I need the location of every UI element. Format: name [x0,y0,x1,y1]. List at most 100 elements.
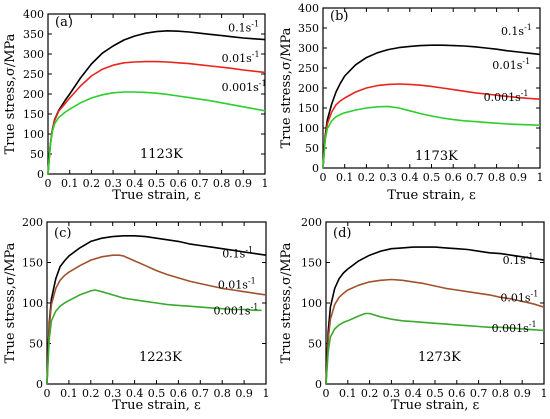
x-tick-label: 0.7 [466,171,484,184]
series-label: 0.01s-1 [500,289,538,304]
series-line-0-01s-1 [46,254,267,385]
series-label: 0.1s-1 [503,252,534,267]
x-tick-label: 0.6 [448,387,466,400]
x-axis-label: True strain, ε [387,188,476,203]
series-line-0-1s-1 [322,44,541,169]
series-label: 0.1s-1 [222,246,253,261]
series-line-0-01s-1 [47,60,266,175]
y-tick-label: 400 [298,2,319,15]
x-tick-label: 0.6 [170,387,188,400]
panel-a: 0 0.1 0.2 0.3 0.4 0.5 0.6 0.7 0.8 0.9 1 0 50 100 150 20… [3,8,269,203]
x-tick-label: 0.8 [492,387,510,400]
x-tick-label: 0.4 [126,387,144,400]
x-tick-label: 0.5 [423,171,441,184]
y-tick-label: 200 [23,88,44,101]
x-tick-label: 0.9 [510,171,528,184]
y-tick-label: 0 [315,378,322,391]
x-tick-label: 0.3 [104,177,122,190]
panel-b: 0 0.1 0.2 0.3 0.4 0.5 0.6 0.7 0.8 0.9 1 0 50 100 150 20… [279,2,544,203]
series-label: 0.1s-1 [228,20,259,35]
series-line-0-1s-1 [325,246,545,385]
x-tick-label: 1 [263,387,270,400]
x-tick-label: 0.1 [339,387,357,400]
x-tick-label: 0 [323,387,330,400]
series-line-0-01s-1 [325,278,545,385]
panel-label: (b) [330,9,348,24]
series-line-0-001s-1 [325,312,545,385]
series-label: 0.001s-1 [484,89,529,104]
panel-label: (d) [333,226,351,241]
y-tick-label: 50 [29,338,43,351]
x-tick-label: 0.1 [61,177,79,190]
y-tick-label: 250 [23,68,44,81]
temperature-label: 1123K [140,147,183,162]
x-axis-label: True strain, ε [391,398,480,413]
x-tick-label: 0 [44,387,51,400]
y-tick-label: 100 [22,297,43,310]
x-tick-label: 0.2 [358,171,376,184]
x-axis-label: True strain, ε [112,398,201,413]
x-tick-label: 0.2 [82,387,100,400]
panel-label: (a) [55,15,73,30]
y-tick-label: 0 [312,162,319,175]
panel-c: 0 0.1 0.2 0.3 0.4 0.5 0.6 0.7 0.8 0.9 1 0 50 100 150 20… [3,216,270,413]
x-tick-label: 0.6 [169,177,187,190]
series-label: 0.01s-1 [218,276,256,291]
x-tick-label: 0.8 [213,387,231,400]
y-axis-label: True stress,σ/MPa [3,242,18,363]
y-tick-label: 200 [22,216,43,229]
x-axis-label: True strain, ε [112,188,201,203]
series-line-0-001s-1 [46,289,262,385]
y-tick-label: 100 [301,297,322,310]
y-tick-label: 300 [298,42,319,55]
series-label: 0.01s-1 [492,57,530,72]
y-axis-label: True stress,σ/MPa [3,33,18,154]
x-tick-label: 0.4 [126,177,144,190]
y-tick-label: 100 [298,122,319,135]
series-line-0-001s-1 [47,91,266,175]
panel-label: (c) [54,226,71,241]
x-tick-label: 0.7 [192,387,210,400]
x-tick-label: 0.5 [148,387,166,400]
x-tick-label: 0.6 [444,171,462,184]
x-tick-label: 0.1 [60,387,78,400]
panel-d: 0 0.1 0.2 0.3 0.4 0.5 0.6 0.7 0.8 0.9 1 0 50 100 150 20… [279,216,548,413]
x-tick-label: 1 [541,387,548,400]
series-label: 0.001s-1 [492,320,537,335]
x-tick-label: 0.4 [404,387,422,400]
y-tick-label: 350 [23,28,44,41]
y-tick-label: 50 [30,148,44,161]
x-tick-label: 0.9 [235,387,253,400]
series-label: 0.1s-1 [501,23,532,38]
x-tick-label: 0.8 [488,171,506,184]
x-tick-label: 0.7 [470,387,488,400]
series-line-0-1s-1 [46,235,267,385]
x-tick-label: 0 [45,177,52,190]
series-line-0-001s-1 [322,105,541,169]
y-tick-label: 150 [22,257,43,270]
x-tick-label: 0.1 [336,171,354,184]
x-tick-label: 1 [537,171,544,184]
y-tick-label: 100 [23,128,44,141]
y-tick-label: 200 [301,216,322,229]
x-tick-label: 0.3 [383,387,401,400]
x-tick-label: 0.7 [191,177,209,190]
x-tick-label: 0.8 [213,177,231,190]
x-tick-label: 0.3 [379,171,397,184]
x-tick-label: 0.3 [104,387,122,400]
x-tick-label: 0.5 [148,177,166,190]
x-tick-label: 0.9 [235,177,253,190]
y-tick-label: 150 [298,102,319,115]
series-label: 0.001s-1 [222,79,267,94]
y-axis-label: True stress,σ/MPa [279,242,294,363]
y-tick-label: 0 [36,378,43,391]
y-tick-label: 150 [23,108,44,121]
y-tick-label: 0 [37,168,44,181]
y-tick-label: 250 [298,62,319,75]
y-tick-label: 300 [23,48,44,61]
series-label: 0.01s-1 [222,50,260,65]
x-tick-label: 0.2 [83,177,101,190]
series-label: 0.001s-1 [213,302,258,317]
temperature-label: 1173K [415,149,458,164]
